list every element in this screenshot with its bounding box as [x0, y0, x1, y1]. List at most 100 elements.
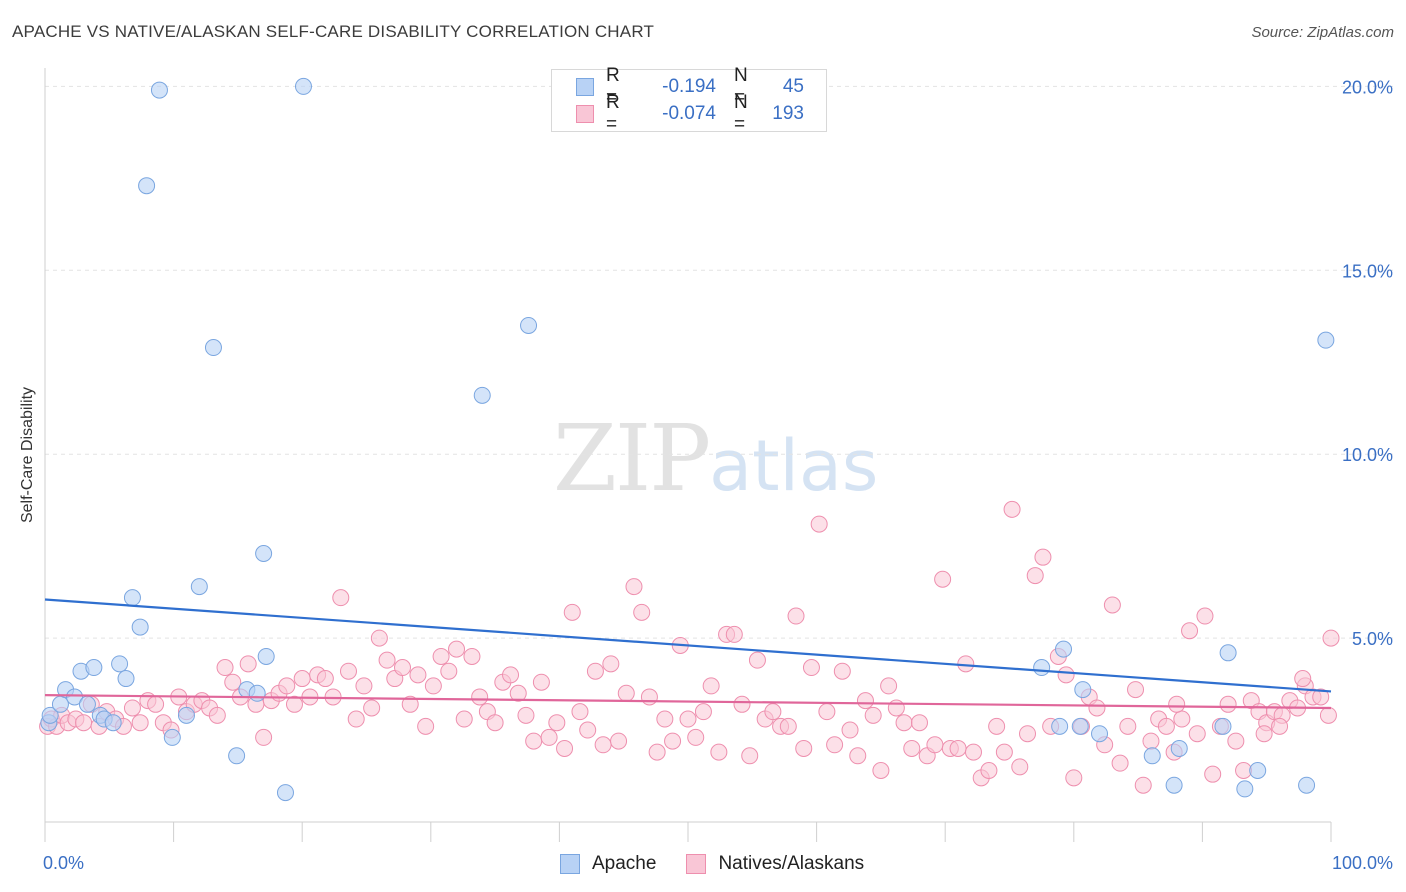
y-axis-label: Self-Care Disability [19, 386, 36, 524]
legend-label-natives: Natives/Alaskans [718, 853, 865, 874]
apache-trendline [44, 598, 1332, 693]
natives-point [826, 736, 844, 754]
y-tick-label: 5.0% [1352, 629, 1393, 649]
natives-point [339, 662, 357, 680]
natives-point [123, 699, 141, 717]
apache-swatch [576, 78, 594, 96]
y-tick-label: 10.0% [1342, 445, 1393, 465]
natives-point [1181, 622, 1199, 640]
apache-point [257, 647, 275, 665]
source-label: Source: ZipAtlas.com [1251, 24, 1394, 41]
natives-point [833, 662, 851, 680]
legend-item-natives: Natives/Alaskans [686, 853, 864, 875]
natives-point [648, 743, 666, 761]
natives-point [710, 743, 728, 761]
natives-point [579, 721, 597, 739]
apache-point [163, 728, 181, 746]
natives-point [1219, 695, 1237, 713]
apache-point [1071, 717, 1089, 735]
apache-point [228, 747, 246, 765]
natives-point [440, 662, 458, 680]
natives-point [1103, 596, 1121, 614]
natives-point [1168, 695, 1186, 713]
apache-point [1051, 717, 1069, 735]
natives-point [1003, 500, 1021, 518]
apache-point [190, 578, 208, 596]
natives-point [1065, 769, 1083, 787]
natives-point [980, 762, 998, 780]
natives-point [679, 710, 697, 728]
natives-point [432, 647, 450, 665]
natives-point [208, 706, 226, 724]
apache-point [150, 81, 168, 99]
apache-point [255, 545, 273, 563]
natives-point [486, 714, 504, 732]
apache-point [131, 618, 149, 636]
natives-point [255, 728, 273, 746]
n-value: 45 [782, 76, 804, 97]
natives-point [363, 699, 381, 717]
natives-point [1322, 629, 1340, 647]
apache-swatch [560, 854, 580, 874]
natives-point [1271, 717, 1289, 735]
natives-point [224, 673, 242, 691]
natives-point [872, 762, 890, 780]
watermark-atlas: atlas [709, 425, 879, 507]
legend-row-natives: R = -0.074 N = 193 [576, 92, 804, 135]
natives-point [378, 651, 396, 669]
apache-point [1091, 725, 1109, 743]
natives-point [1088, 699, 1106, 717]
natives-point [1142, 732, 1160, 750]
natives-point [525, 732, 543, 750]
natives-point [401, 695, 419, 713]
natives-point [748, 651, 766, 669]
natives-point [75, 714, 93, 732]
natives-point [293, 670, 311, 688]
y-tick-label: 15.0% [1342, 261, 1393, 281]
natives-point [370, 629, 388, 647]
natives-point [1319, 706, 1337, 724]
legend-item-apache: Apache [560, 853, 656, 875]
natives-point [239, 655, 257, 673]
natives-point [556, 739, 574, 757]
apache-point [51, 695, 69, 713]
natives-swatch [576, 105, 594, 123]
natives-point [656, 710, 674, 728]
natives-point [471, 688, 489, 706]
natives-point [394, 659, 412, 677]
natives-point [810, 515, 828, 533]
r-label: R = [606, 92, 620, 135]
natives-point [818, 703, 836, 721]
natives-point [448, 640, 466, 658]
natives-point [949, 739, 967, 757]
apache-point [1298, 776, 1316, 794]
natives-point [964, 743, 982, 761]
apache-point [248, 684, 266, 702]
natives-point [1119, 717, 1137, 735]
apache-point [85, 659, 103, 677]
natives-point [602, 655, 620, 673]
natives-point [417, 717, 435, 735]
apache-point [138, 177, 156, 195]
series-legend: Apache Natives/Alaskans [560, 853, 894, 875]
natives-point [316, 670, 334, 688]
natives-point [1011, 758, 1029, 776]
natives-point [332, 589, 350, 607]
natives-point [278, 677, 296, 695]
natives-point [625, 578, 643, 596]
natives-point [502, 666, 520, 684]
natives-point [702, 677, 720, 695]
natives-point [1204, 765, 1222, 783]
r-value: -0.194 [662, 76, 716, 97]
natives-point [424, 677, 442, 695]
natives-point [347, 710, 365, 728]
natives-point [1019, 725, 1037, 743]
natives-point [1188, 725, 1206, 743]
apache-point [177, 706, 195, 724]
natives-point [1026, 567, 1044, 585]
natives-point [586, 662, 604, 680]
natives-point [285, 695, 303, 713]
apache-point [1074, 681, 1092, 699]
x-tick-label: 100.0% [1332, 853, 1393, 873]
natives-point [409, 666, 427, 684]
